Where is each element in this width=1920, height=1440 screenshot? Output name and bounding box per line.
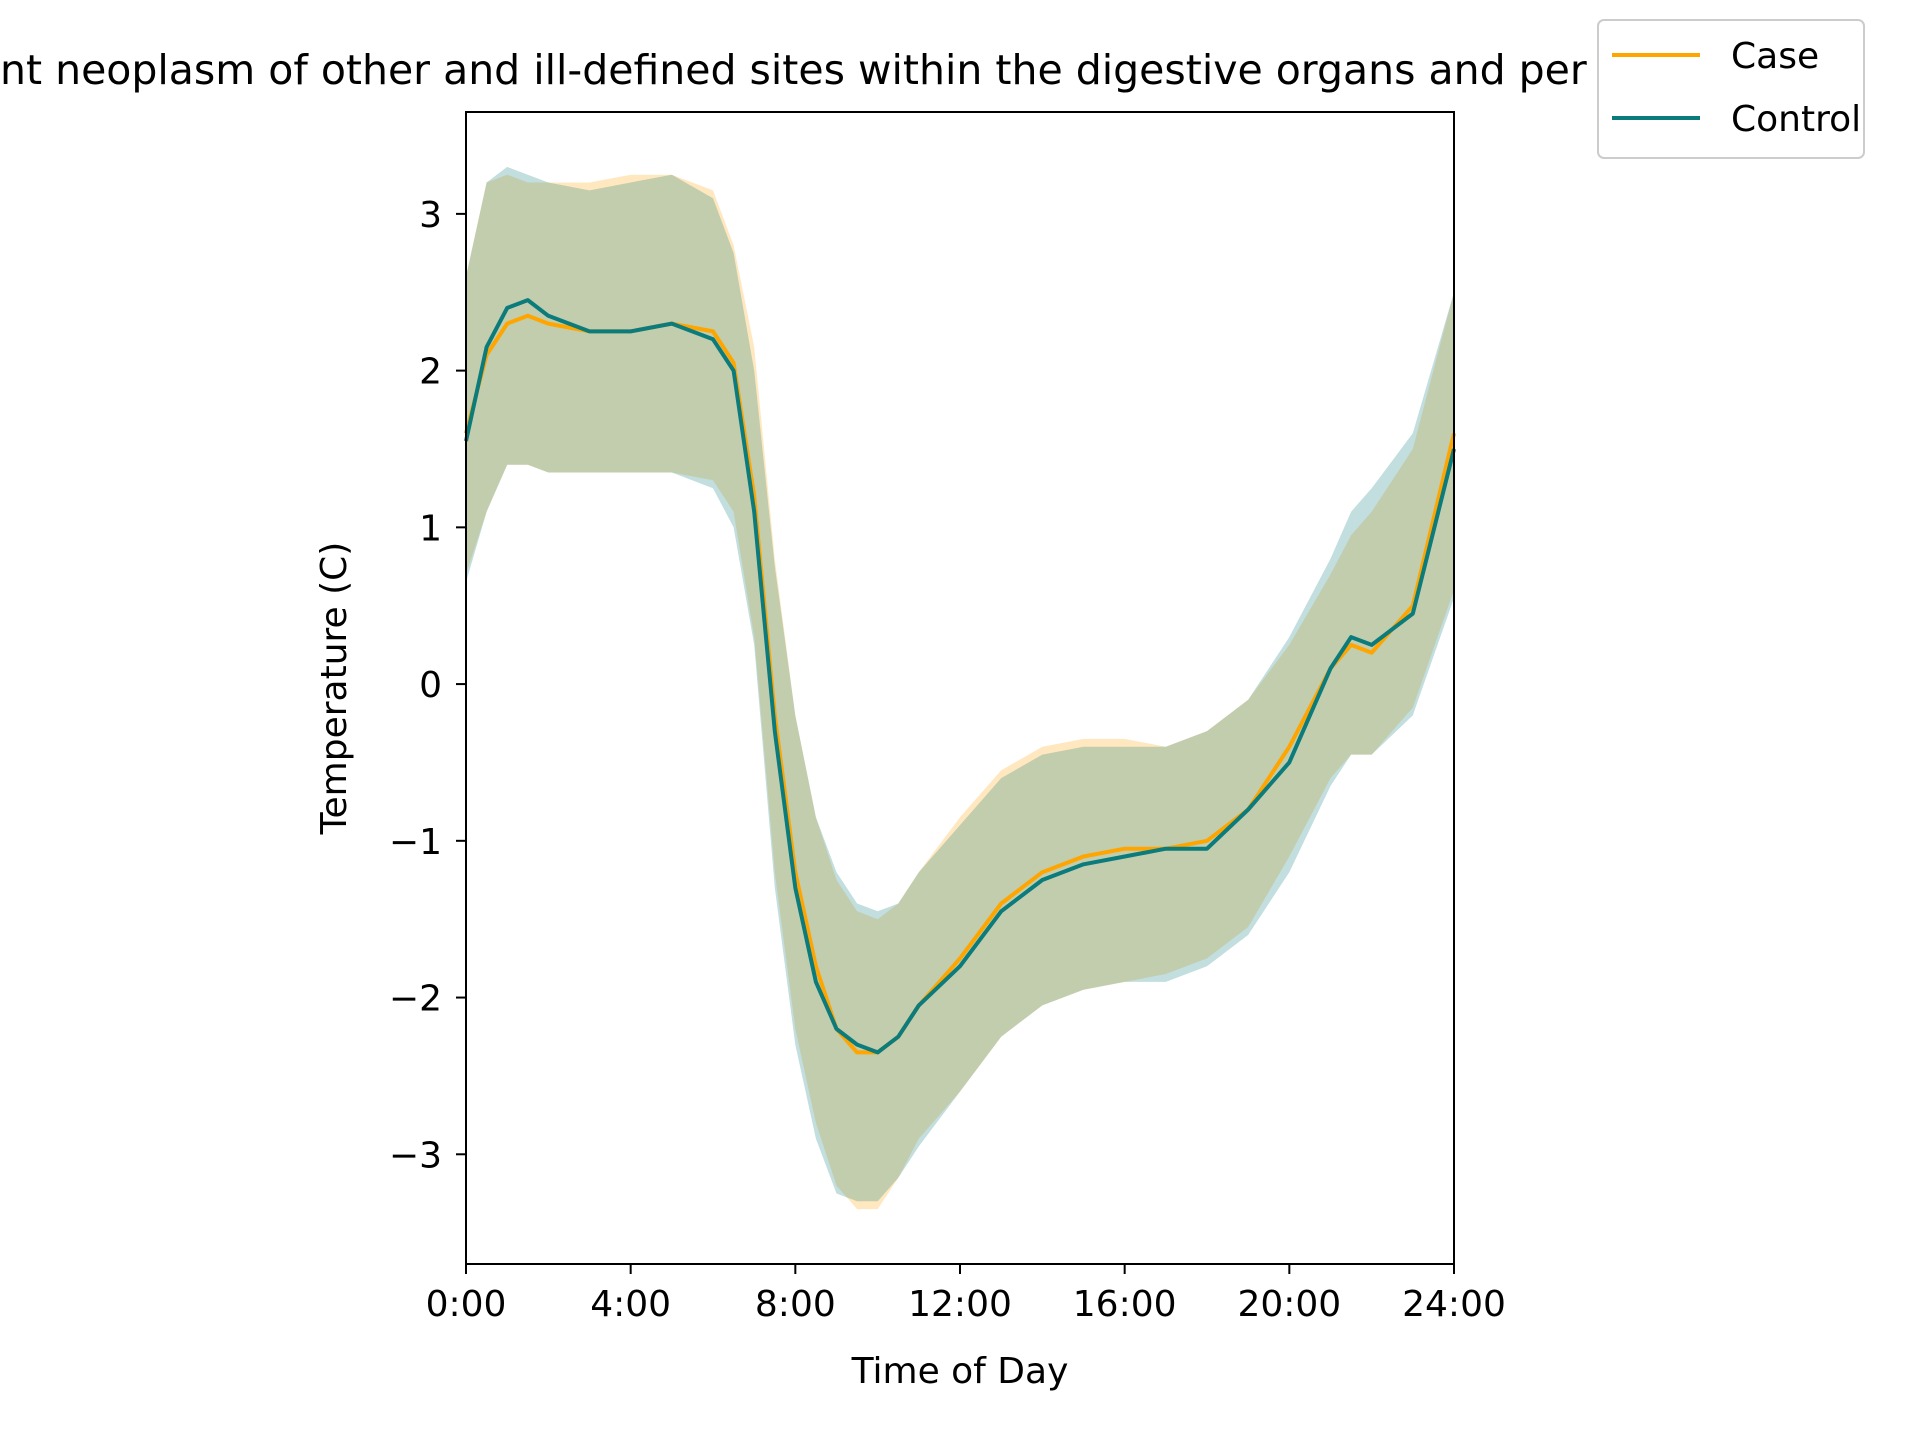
- x-tick-label: 16:00: [1073, 1284, 1177, 1325]
- x-tick-label: 20:00: [1237, 1284, 1341, 1325]
- y-tick-label: 3: [419, 195, 442, 236]
- y-tick-label: 1: [419, 508, 442, 549]
- y-tick-label: 0: [419, 665, 442, 706]
- x-axis: 0:00 4:00 8:00 12:00 16:00 20:00 24:00: [426, 1264, 1506, 1325]
- x-tick-label: 24:00: [1402, 1284, 1506, 1325]
- x-tick-label: 4:00: [590, 1284, 671, 1325]
- x-tick-label: 0:00: [426, 1284, 507, 1325]
- legend: Case Control: [1597, 19, 1865, 159]
- band-control: [466, 166, 1454, 1202]
- x-axis-label: Time of Day: [851, 1351, 1069, 1392]
- y-tick-label: −2: [389, 979, 442, 1020]
- band-case: [466, 174, 1454, 1210]
- legend-label-control: Control: [1731, 99, 1861, 140]
- y-axis: −3 −2 −1 0 1 2 3: [389, 195, 466, 1176]
- legend-label-case: Case: [1731, 36, 1819, 77]
- chart-title: nt neoplasm of other and ill-defined sit…: [0, 46, 1587, 94]
- y-tick-label: −3: [389, 1135, 442, 1176]
- y-tick-label: 2: [419, 352, 442, 393]
- y-tick-label: −1: [389, 822, 442, 863]
- x-tick-label: 12:00: [908, 1284, 1012, 1325]
- series-lines: [464, 298, 1456, 1055]
- x-tick-label: 8:00: [755, 1284, 836, 1325]
- line-control: [464, 298, 1456, 1055]
- confidence-bands: [466, 166, 1454, 1210]
- y-axis-label: Temperature (C): [314, 542, 355, 836]
